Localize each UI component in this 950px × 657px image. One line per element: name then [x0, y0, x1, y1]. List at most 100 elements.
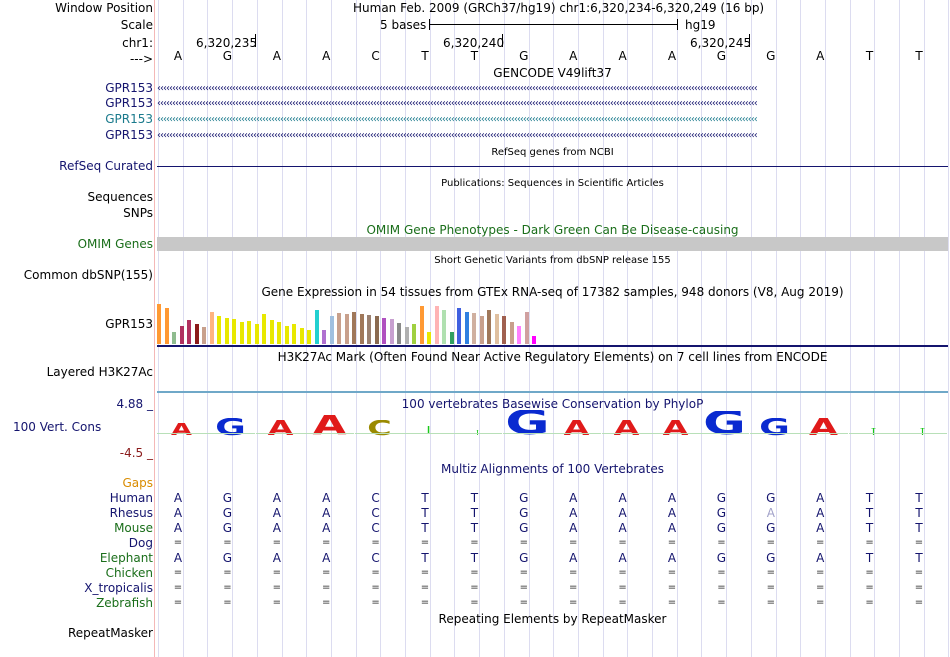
gtex-tissue-bar[interactable]	[247, 321, 251, 344]
h3k27ac-signal-line[interactable]	[157, 391, 948, 393]
multiz-species-label[interactable]: Human	[109, 491, 153, 505]
gtex-tissue-bar[interactable]	[524, 312, 529, 344]
gencode-transcript-4[interactable]: ‹‹‹‹‹‹‹‹‹‹‹‹‹‹‹‹‹‹‹‹‹‹‹‹‹‹‹‹‹‹‹‹‹‹‹‹‹‹‹‹…	[157, 131, 758, 140]
gtex-tissue-bar[interactable]	[532, 336, 536, 344]
phylop-logo-letter[interactable]: G	[703, 411, 747, 436]
gtex-tissue-bar[interactable]	[224, 318, 229, 344]
h3k27ac-track-title[interactable]: H3K27Ac Mark (Often Found Near Active Re…	[277, 350, 828, 364]
gtex-expression-bars[interactable]	[157, 300, 537, 344]
refseq-track-label[interactable]: RefSeq Curated	[59, 159, 153, 173]
gtex-tissue-bar[interactable]	[232, 319, 236, 344]
gtex-tissue-bar[interactable]	[359, 314, 364, 344]
repeatmasker-track-title[interactable]: Repeating Elements by RepeatMasker	[438, 612, 667, 626]
multiz-species-label[interactable]: Mouse	[114, 521, 153, 535]
multiz-species-label[interactable]: Rhesus	[109, 506, 153, 520]
phylop-logo-letter[interactable]: G	[758, 418, 790, 436]
gtex-tissue-bar[interactable]	[217, 316, 221, 344]
gtex-tissue-bar[interactable]	[457, 308, 461, 344]
gtex-tissue-bar[interactable]	[262, 314, 266, 344]
gtex-tissue-bar[interactable]	[442, 310, 446, 344]
gtex-tissue-bar[interactable]	[367, 315, 371, 344]
gtex-tissue-bar[interactable]	[479, 316, 484, 344]
phylop-logo-letter[interactable]: T	[920, 428, 925, 436]
gtex-tissue-bar[interactable]	[314, 310, 319, 344]
gtex-tissue-bar[interactable]	[352, 312, 356, 344]
chr-label[interactable]: chr1:	[122, 36, 153, 50]
gtex-tissue-bar[interactable]	[404, 327, 409, 344]
gtex-tissue-bar[interactable]	[494, 314, 499, 344]
gtex-tissue-bar[interactable]	[194, 324, 199, 344]
position-text[interactable]: Human Feb. 2009 (GRCh37/hg19) chr1:6,320…	[353, 1, 765, 15]
phylop-logo-letter[interactable]: T	[425, 426, 432, 436]
gtex-tissue-bar[interactable]	[157, 304, 161, 344]
window-position-label[interactable]: Window Position	[55, 1, 153, 15]
strand-label[interactable]: --->	[129, 52, 153, 66]
gtex-tissue-bar[interactable]	[254, 324, 259, 344]
gencode-track-title[interactable]: GENCODE V49lift37	[493, 66, 612, 80]
gtex-tissue-bar[interactable]	[344, 314, 349, 344]
omim-track-title[interactable]: OMIM Gene Phenotypes - Dark Green Can Be…	[366, 223, 739, 237]
refseq-track-title[interactable]: RefSeq genes from NCBI	[491, 147, 614, 158]
publications-label-sequences[interactable]: Sequences	[87, 190, 153, 204]
phylop-logo-letter[interactable]: A	[613, 420, 639, 436]
repeatmasker-track-label[interactable]: RepeatMasker	[67, 626, 153, 640]
phylop-logo-letter[interactable]: A	[267, 420, 294, 436]
gtex-tissue-bar[interactable]	[397, 323, 401, 344]
h3k27ac-track-label[interactable]: Layered H3K27Ac	[46, 365, 153, 379]
gencode-gene-label-2[interactable]: GPR153	[105, 96, 153, 110]
publications-label-snps[interactable]: SNPs	[123, 206, 153, 220]
gtex-tissue-bar[interactable]	[322, 330, 326, 344]
dbsnp-track-title[interactable]: Short Genetic Variants from dbSNP releas…	[434, 255, 671, 266]
gtex-tissue-bar[interactable]	[209, 312, 214, 344]
gencode-gene-label-3[interactable]: GPR153	[105, 112, 153, 126]
phylop-logo-letter[interactable]: T	[870, 428, 876, 436]
gtex-tissue-bar[interactable]	[509, 322, 514, 344]
gtex-tissue-bar[interactable]	[187, 320, 191, 344]
gtex-tissue-bar[interactable]	[307, 330, 311, 344]
gencode-gene-label-1[interactable]: GPR153	[105, 81, 153, 95]
multiz-species-label[interactable]: Chicken	[105, 566, 153, 580]
multiz-species-label[interactable]: Zebrafish	[96, 596, 153, 610]
gtex-tissue-bar[interactable]	[292, 324, 296, 344]
gtex-tissue-bar[interactable]	[434, 306, 439, 344]
gtex-tissue-bar[interactable]	[164, 308, 169, 344]
gtex-tissue-bar[interactable]	[464, 312, 469, 344]
phylop-logo-letter[interactable]: A	[171, 423, 192, 436]
dbsnp-track-label[interactable]: Common dbSNP(155)	[23, 268, 153, 282]
gtex-tissue-bar[interactable]	[202, 327, 206, 344]
gtex-tissue-bar[interactable]	[517, 326, 521, 344]
gtex-tissue-bar[interactable]	[382, 318, 386, 344]
gtex-tissue-bar[interactable]	[299, 328, 304, 344]
phylop-logo-letter[interactable]: G	[215, 418, 247, 436]
gtex-tissue-bar[interactable]	[329, 316, 334, 344]
gtex-tissue-bar[interactable]	[337, 313, 341, 344]
multiz-gaps-label[interactable]: Gaps	[122, 476, 153, 490]
multiz-track-title[interactable]: Multiz Alignments of 100 Vertebrates	[440, 462, 665, 476]
scale-label[interactable]: Scale	[120, 18, 153, 32]
gtex-tissue-bar[interactable]	[502, 316, 506, 344]
gtex-tissue-bar[interactable]	[389, 319, 394, 344]
gtex-tissue-bar[interactable]	[412, 324, 416, 344]
gencode-gene-label-4[interactable]: GPR153	[105, 128, 153, 142]
gtex-tissue-bar[interactable]	[179, 326, 184, 344]
gtex-tissue-bar[interactable]	[374, 316, 379, 344]
phylop-logo-letter[interactable]: A	[662, 420, 689, 436]
gtex-track-label[interactable]: GPR153	[105, 317, 153, 331]
publications-track-title[interactable]: Publications: Sequences in Scientific Ar…	[441, 178, 664, 189]
phylop-logo-letter[interactable]: A	[312, 415, 347, 436]
gtex-tissue-bar[interactable]	[487, 310, 491, 344]
gtex-tissue-bar[interactable]	[269, 320, 274, 344]
gtex-gene-extent-line[interactable]	[157, 345, 948, 347]
gtex-tissue-bar[interactable]	[472, 313, 476, 344]
multiz-species-label[interactable]: Elephant	[99, 551, 153, 565]
gtex-tissue-bar[interactable]	[277, 322, 281, 344]
multiz-species-label[interactable]: X_tropicalis	[84, 581, 153, 595]
gencode-transcript-1[interactable]: ‹‹‹‹‹‹‹‹‹‹‹‹‹‹‹‹‹‹‹‹‹‹‹‹‹‹‹‹‹‹‹‹‹‹‹‹‹‹‹‹…	[157, 84, 758, 93]
gtex-tissue-bar[interactable]	[419, 306, 424, 344]
phylop-logo-letter[interactable]: G	[505, 410, 550, 436]
refseq-gene-line[interactable]	[157, 166, 948, 167]
gtex-tissue-bar[interactable]	[427, 332, 431, 344]
gtex-tissue-bar[interactable]	[172, 332, 176, 344]
omim-track-label[interactable]: OMIM Genes	[77, 237, 153, 251]
